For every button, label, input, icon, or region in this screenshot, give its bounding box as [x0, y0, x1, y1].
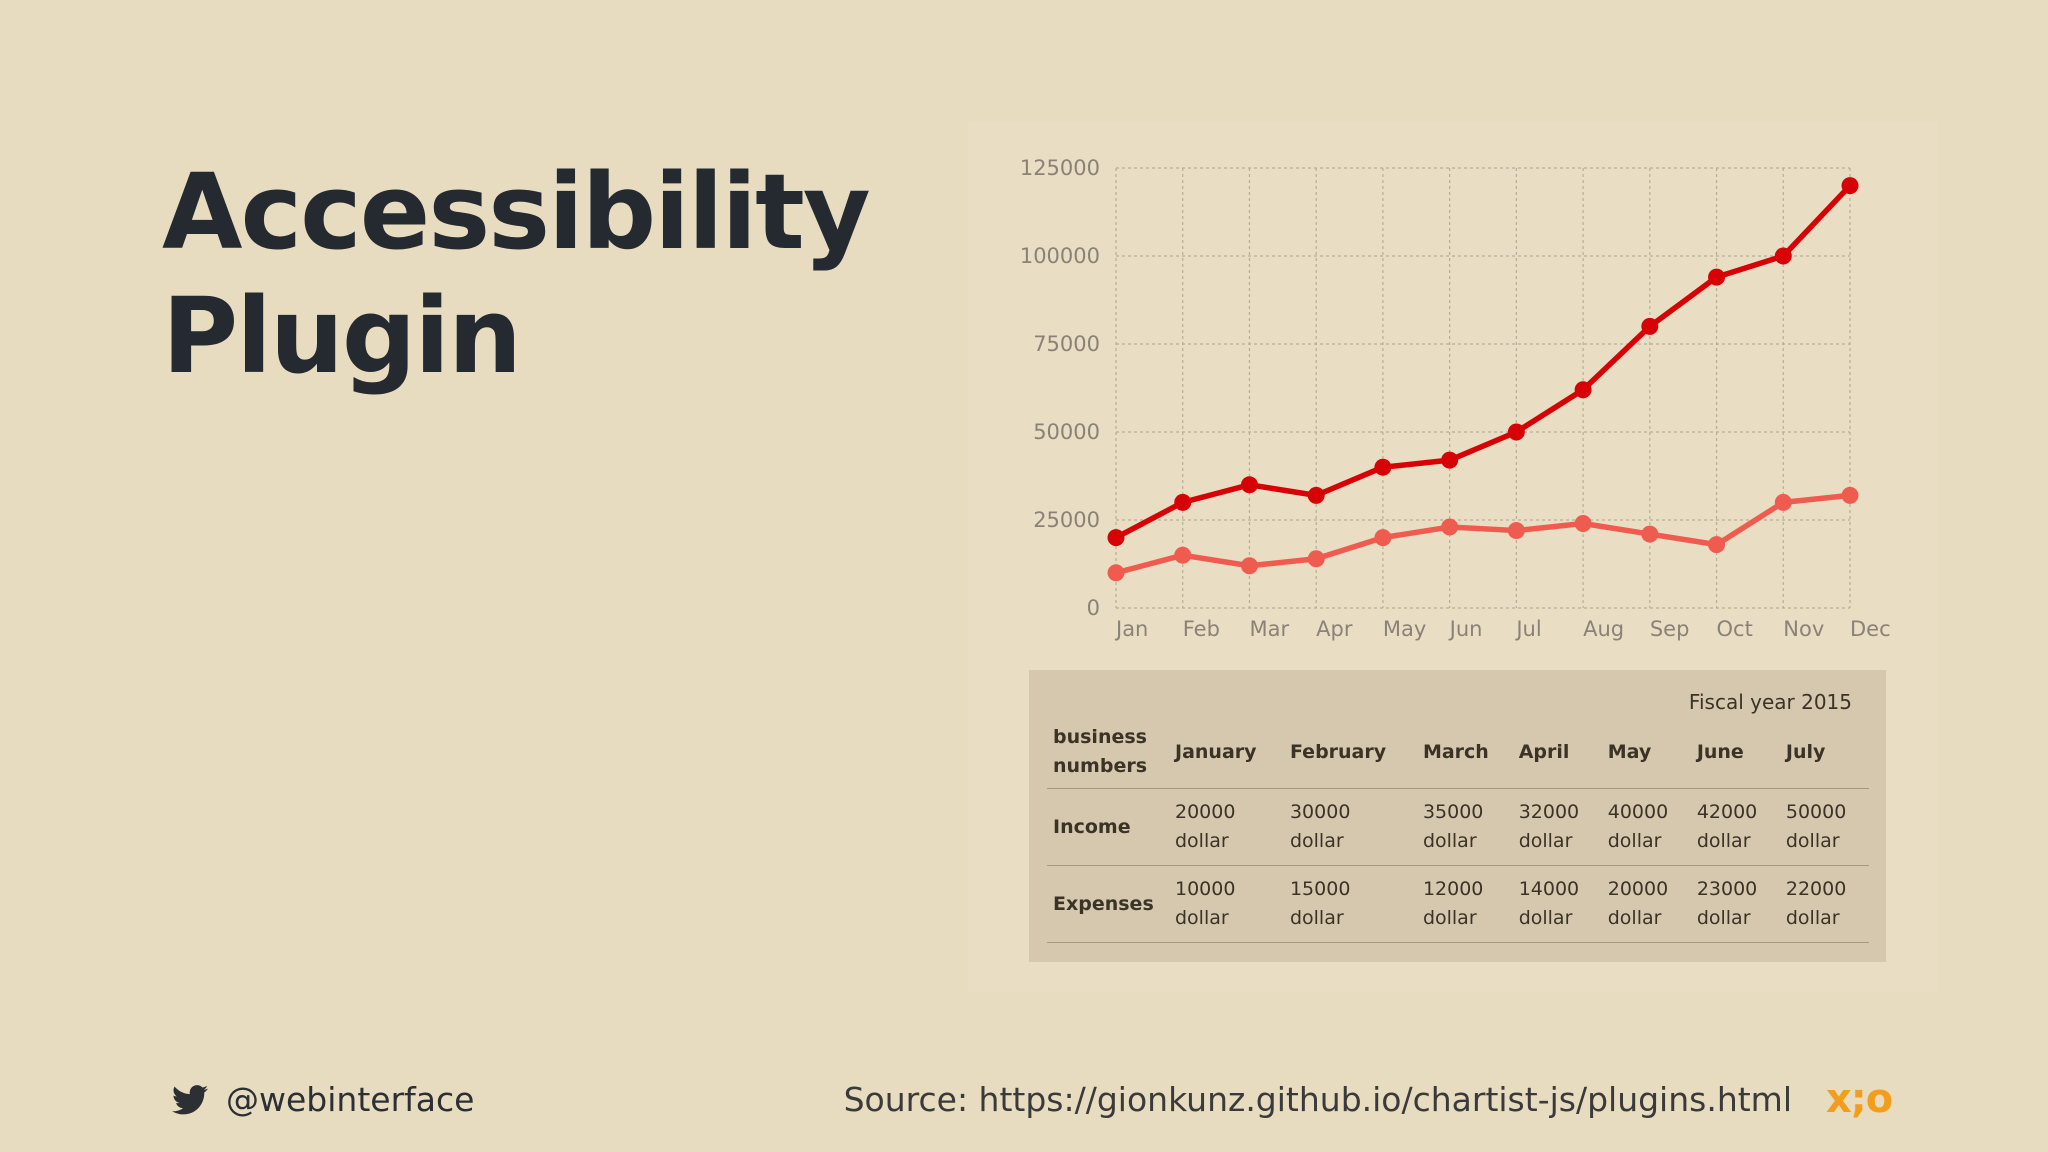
- series-line-1: [1114, 183, 1852, 541]
- data-point-1: [1374, 458, 1392, 476]
- table-cell: 20000 dollar: [1169, 788, 1284, 866]
- table-column-header: June: [1696, 741, 1744, 763]
- y-tick-label: 0: [1087, 596, 1100, 620]
- table-column-header: March: [1422, 741, 1489, 763]
- table-cell: 22000 dollar: [1779, 865, 1869, 943]
- data-point-1: [1641, 317, 1659, 335]
- slide-title: Accessibility Plugin: [162, 150, 871, 398]
- twitter-icon: [172, 1084, 208, 1114]
- table-cell: 35000 dollar: [1416, 788, 1513, 866]
- data-point-2: [1307, 550, 1325, 568]
- y-tick-label: 50000: [1033, 420, 1100, 444]
- table-column-header: July: [1785, 741, 1826, 763]
- data-point-2: [1507, 522, 1525, 540]
- line-chart: 125000 100000 75000 50000 25000 0 Jan Feb Mar Apr…: [1020, 156, 1891, 641]
- table-column-header: February: [1289, 741, 1387, 763]
- data-point-1: [1574, 381, 1592, 399]
- x-tick-label: Mar: [1249, 617, 1289, 641]
- data-point-2: [1374, 529, 1392, 547]
- table-cell: 42000 dollar: [1690, 788, 1780, 866]
- data-point-1: [1307, 486, 1325, 504]
- table-cell: 23000 dollar: [1690, 865, 1780, 943]
- table-caption: Fiscal year 2015: [1688, 690, 1852, 714]
- x-tick-label: Jan: [1114, 617, 1148, 641]
- table-cell: 40000 dollar: [1601, 788, 1691, 866]
- table-row: Income 20000 dollar 30000 dollar 35000 dollar 3…: [1047, 788, 1869, 866]
- data-point-2: [1708, 536, 1726, 554]
- data-point-2: [1174, 546, 1192, 564]
- data-point-1: [1774, 247, 1792, 265]
- data-point-1: [1441, 451, 1459, 469]
- table-cell: 10000 dollar: [1169, 865, 1284, 943]
- table-cell: 32000 dollar: [1512, 788, 1602, 866]
- y-tick-label: 75000: [1033, 332, 1100, 356]
- data-point-2: [1841, 486, 1859, 504]
- data-point-2: [1774, 493, 1792, 511]
- x-tick-label: Sep: [1650, 617, 1690, 641]
- table-column-header: April: [1518, 741, 1570, 763]
- x-tick-label: Feb: [1183, 617, 1220, 641]
- y-tick-label: 100000: [1020, 244, 1100, 268]
- data-point-1: [1240, 476, 1258, 494]
- title-line-1: Accessibility: [162, 151, 871, 273]
- title-line-2: Plugin: [162, 275, 522, 397]
- x-tick-label: Aug: [1583, 617, 1624, 641]
- data-point-2: [1441, 518, 1459, 536]
- x-tick-label: Dec: [1850, 617, 1891, 641]
- data-point-1: [1107, 529, 1125, 547]
- data-point-2: [1240, 557, 1258, 575]
- table-cell: 14000 dollar: [1512, 865, 1602, 943]
- source-link[interactable]: Source: https://gionkunz.github.io/chart…: [843, 1080, 1792, 1119]
- x-tick-label: May: [1383, 617, 1426, 641]
- data-point-1: [1841, 177, 1859, 195]
- x-tick-label: Nov: [1783, 617, 1824, 641]
- chart-card: 125000 100000 75000 50000 25000 0 Jan Feb Mar Apr…: [968, 122, 1938, 992]
- table-cell: 30000 dollar: [1283, 788, 1417, 866]
- table-header-row: business numbers January February March Apri…: [1047, 716, 1869, 789]
- brand-logo: x;o: [1826, 1076, 1893, 1122]
- table-cell: 15000 dollar: [1283, 865, 1417, 943]
- data-point-2: [1574, 515, 1592, 533]
- x-tick-label: Oct: [1717, 617, 1753, 641]
- table-cell: 50000 dollar: [1779, 788, 1869, 866]
- table-corner-header: business numbers: [1053, 726, 1148, 777]
- x-tick-label: Jun: [1448, 617, 1483, 641]
- table-body: Income 20000 dollar 30000 dollar 35000 dollar 3…: [1047, 788, 1869, 943]
- footer-handle: @webinterface: [172, 1080, 474, 1119]
- data-point-2: [1107, 564, 1125, 582]
- table-cell: 20000 dollar: [1601, 865, 1691, 943]
- table-column-header: May: [1607, 741, 1652, 763]
- y-tick-label: 125000: [1020, 156, 1100, 180]
- data-point-1: [1174, 493, 1192, 511]
- series-line-2: [1115, 492, 1851, 576]
- table-column-header: January: [1175, 741, 1257, 763]
- twitter-handle: @webinterface: [226, 1080, 475, 1119]
- table-row-label: Income: [1047, 788, 1169, 866]
- y-tick-label: 25000: [1033, 508, 1100, 532]
- x-tick-label: Jul: [1514, 617, 1541, 641]
- business-table: business numbers January February March Apri…: [1047, 716, 1869, 943]
- table-row-label: Expenses: [1047, 865, 1169, 943]
- table-row: Expenses 10000 dollar 15000 dollar 12000 dolla…: [1047, 865, 1869, 943]
- table-cell: 12000 dollar: [1416, 865, 1513, 943]
- data-point-2: [1641, 525, 1659, 543]
- data-point-1: [1507, 423, 1525, 441]
- data-point-1: [1708, 268, 1726, 286]
- x-tick-label: Apr: [1316, 617, 1353, 641]
- data-table-box: Fiscal year 2015 business numbers January…: [1029, 670, 1886, 962]
